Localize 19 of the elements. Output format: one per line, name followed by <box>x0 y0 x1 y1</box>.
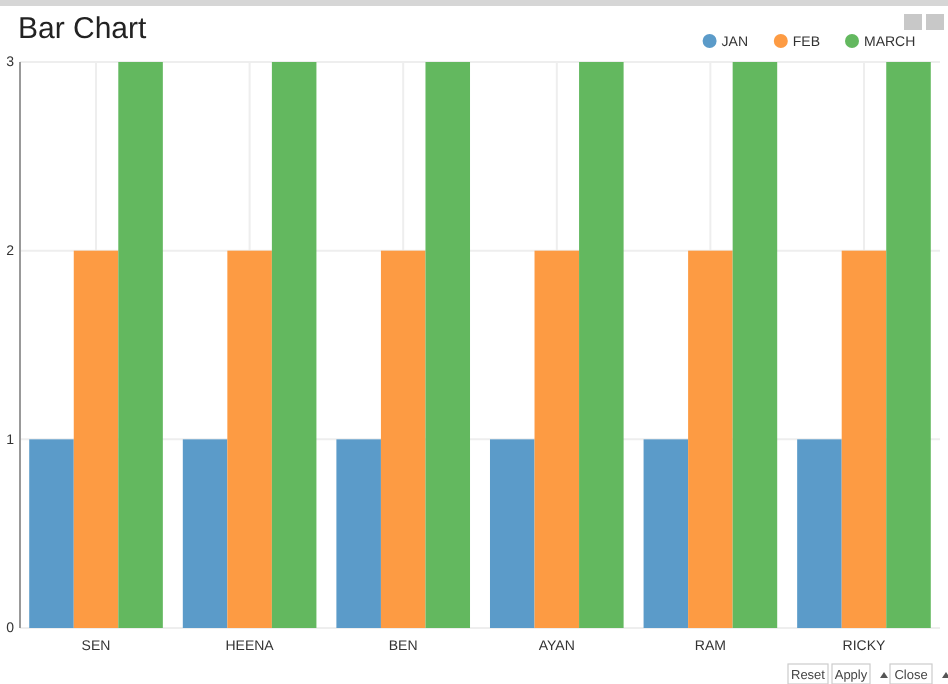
bar <box>732 62 778 628</box>
bar <box>643 439 689 628</box>
bar <box>29 439 74 628</box>
bar <box>797 439 842 628</box>
bar <box>579 62 624 628</box>
bar <box>886 62 931 628</box>
bar <box>534 250 580 628</box>
bar <box>227 250 272 628</box>
bar <box>182 439 228 628</box>
bar <box>489 439 535 628</box>
bar <box>841 250 887 628</box>
bar <box>336 439 381 628</box>
bar <box>73 250 119 628</box>
bar <box>688 250 733 628</box>
bar <box>380 250 426 628</box>
bar <box>271 62 317 628</box>
bar <box>118 62 163 628</box>
chart-title: Bar Chart <box>18 12 149 46</box>
bar <box>425 62 471 628</box>
